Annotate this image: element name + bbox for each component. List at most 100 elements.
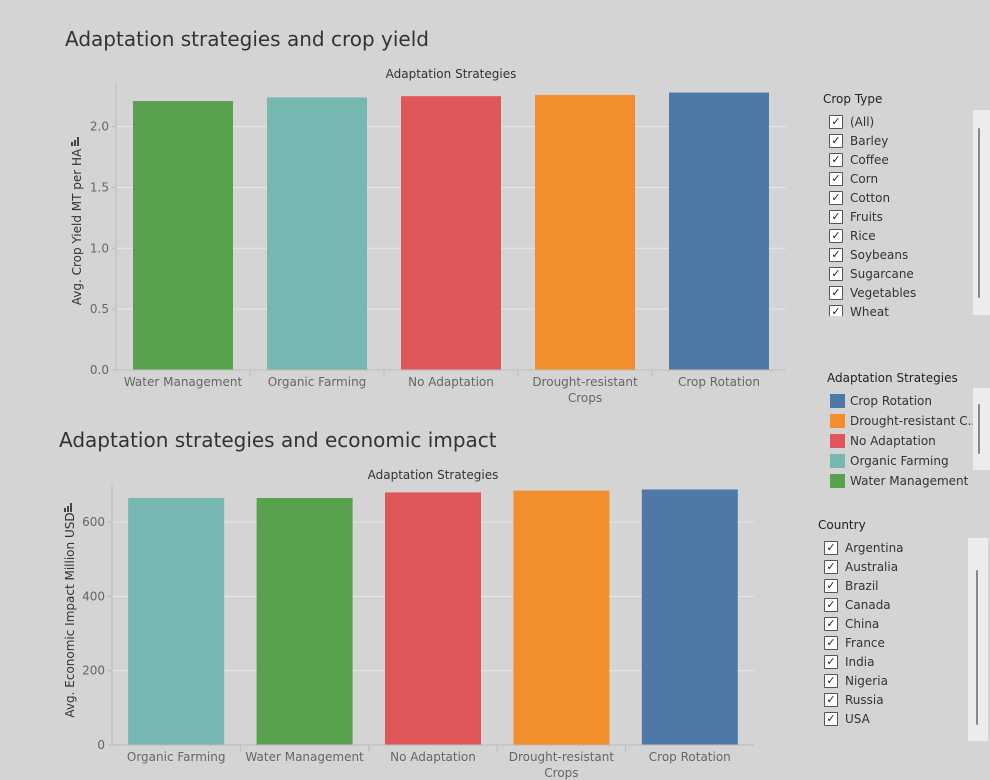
country-option[interactable]: ✓ USA (824, 709, 968, 728)
country-option-label: China (845, 616, 880, 631)
crop-type-option[interactable]: ✓ Rice (829, 226, 973, 245)
country-scrollbar[interactable] (968, 538, 988, 741)
country-option-label: Nigeria (845, 673, 888, 688)
checkbox-checked[interactable]: ✓ (829, 171, 843, 186)
crop-type-option-label: Wheat (850, 304, 889, 317)
checkbox-checked[interactable]: ✓ (824, 692, 838, 707)
checkbox-checked[interactable]: ✓ (824, 635, 838, 650)
crop-type-option-label: Vegetables (850, 285, 917, 300)
crop-type-scroll-thumb[interactable] (978, 128, 980, 298)
country-option[interactable]: ✓ Argentina (824, 538, 968, 557)
checkbox-checked[interactable]: ✓ (829, 266, 843, 281)
bar[interactable] (385, 492, 481, 745)
legend-label: Crop Rotation (850, 394, 933, 408)
crop-type-option[interactable]: ✓ Sugarcane (829, 264, 973, 283)
country-option[interactable]: ✓ India (824, 652, 968, 671)
checkbox-checked[interactable]: ✓ (824, 654, 838, 669)
y-tick-label: 1.0 (90, 241, 109, 255)
crop-yield-bar-chart: Adaptation Strategies 0.0 0.5 1.0 1.5 2.0 Avg.… (70, 67, 786, 405)
legend-swatch (830, 474, 845, 488)
country-option[interactable]: ✓ China (824, 614, 968, 633)
country-option[interactable]: ✓ Australia (824, 557, 968, 576)
crop-type-filter: Crop Type ✓ (All) ✓ Barley ✓ Coffee ✓ Corn ✓ Cott… (823, 92, 973, 316)
legend-item[interactable]: Crop Rotation (830, 391, 977, 411)
x-tick-label: Crop Rotation (649, 750, 731, 764)
x-tick-label: Water Management (245, 750, 364, 764)
legend-label: Drought-resistant C.. (850, 414, 976, 428)
country-filter: Country ✓ Argentina ✓ Australia ✓ Brazil ✓ Cana… (818, 518, 968, 728)
country-option-label: France (845, 635, 885, 650)
legend-label: Water Management (850, 474, 969, 488)
column-header: Adaptation Strategies (368, 468, 499, 482)
y-tick-label: 200 (82, 664, 105, 678)
checkbox-checked[interactable]: ✓ (829, 152, 843, 167)
checkbox-checked[interactable]: ✓ (824, 597, 838, 612)
crop-type-option[interactable]: ✓ (All) (829, 112, 973, 131)
country-filter-title: Country (818, 518, 866, 532)
legend-list: Crop Rotation Drought-resistant C.. No Ada… (827, 391, 977, 489)
y-tick-label: 1.5 (90, 180, 109, 194)
country-option[interactable]: ✓ Canada (824, 595, 968, 614)
checkbox-checked[interactable]: ✓ (824, 578, 838, 593)
checkbox-checked[interactable]: ✓ (824, 540, 838, 555)
bar[interactable] (267, 97, 367, 370)
axis-sort-icon[interactable] (71, 137, 79, 146)
legend-item[interactable]: Water Management (830, 471, 977, 489)
bar[interactable] (256, 498, 353, 745)
checkbox-checked[interactable]: ✓ (829, 247, 843, 262)
country-option-label: Russia (845, 692, 884, 707)
bar[interactable] (535, 94, 635, 371)
crop-type-option[interactable]: ✓ Wheat (829, 302, 973, 316)
checkbox-checked[interactable]: ✓ (829, 133, 843, 148)
crop-type-option[interactable]: ✓ Corn (829, 169, 973, 188)
crop-type-option[interactable]: ✓ Cotton (829, 188, 973, 207)
checkbox-checked[interactable]: ✓ (829, 190, 843, 205)
crop-type-option[interactable]: ✓ Fruits (829, 207, 973, 226)
crop-type-scrollbar[interactable] (973, 110, 990, 315)
bar[interactable] (669, 92, 769, 370)
checkbox-checked[interactable]: ✓ (829, 114, 843, 129)
crop-type-option[interactable]: ✓ Vegetables (829, 283, 973, 302)
y-tick-label: 0.5 (90, 302, 109, 316)
country-scroll-thumb[interactable] (976, 570, 978, 725)
checkbox-checked[interactable]: ✓ (829, 228, 843, 243)
checkbox-checked[interactable]: ✓ (824, 673, 838, 688)
country-option-label: USA (845, 711, 870, 726)
legend-item[interactable]: Organic Farming (830, 451, 977, 471)
country-option[interactable]: ✓ Nigeria (824, 671, 968, 690)
bar[interactable] (513, 490, 610, 745)
checkbox-checked[interactable]: ✓ (824, 559, 838, 574)
x-tick-label: Water Management (124, 375, 243, 389)
bar[interactable] (128, 498, 225, 745)
y-tick-label: 600 (82, 515, 105, 529)
legend-swatch (830, 434, 845, 448)
country-option[interactable]: ✓ France (824, 633, 968, 652)
column-header: Adaptation Strategies (386, 67, 517, 81)
legend-swatch (830, 414, 845, 428)
legend-scroll-thumb[interactable] (978, 404, 980, 454)
legend-item[interactable]: Drought-resistant C.. (830, 411, 977, 431)
chart2-title: Adaptation strategies and economic impac… (59, 428, 497, 452)
axis-sort-icon[interactable] (64, 503, 72, 512)
bar[interactable] (133, 101, 233, 370)
checkbox-checked[interactable]: ✓ (829, 304, 843, 316)
crop-type-option-label: Cotton (850, 190, 891, 205)
crop-type-option[interactable]: ✓ Barley (829, 131, 973, 150)
checkbox-checked[interactable]: ✓ (824, 616, 838, 631)
crop-type-option-label: Coffee (850, 152, 889, 167)
legend-scrollbar[interactable] (973, 388, 990, 470)
x-tick-label: No Adaptation (408, 375, 494, 389)
country-option[interactable]: ✓ Brazil (824, 576, 968, 595)
bar[interactable] (401, 96, 501, 370)
checkbox-checked[interactable]: ✓ (824, 711, 838, 726)
bar[interactable] (641, 489, 738, 745)
checkbox-checked[interactable]: ✓ (829, 285, 843, 300)
checkbox-checked[interactable]: ✓ (829, 209, 843, 224)
country-option[interactable]: ✓ Russia (824, 690, 968, 709)
crop-type-option[interactable]: ✓ Coffee (829, 150, 973, 169)
y-tick-label: 0 (97, 738, 105, 752)
crop-type-option-label: Barley (850, 133, 889, 148)
crop-type-option-label: Rice (850, 228, 876, 243)
crop-type-option[interactable]: ✓ Soybeans (829, 245, 973, 264)
legend-item[interactable]: No Adaptation (830, 431, 977, 451)
